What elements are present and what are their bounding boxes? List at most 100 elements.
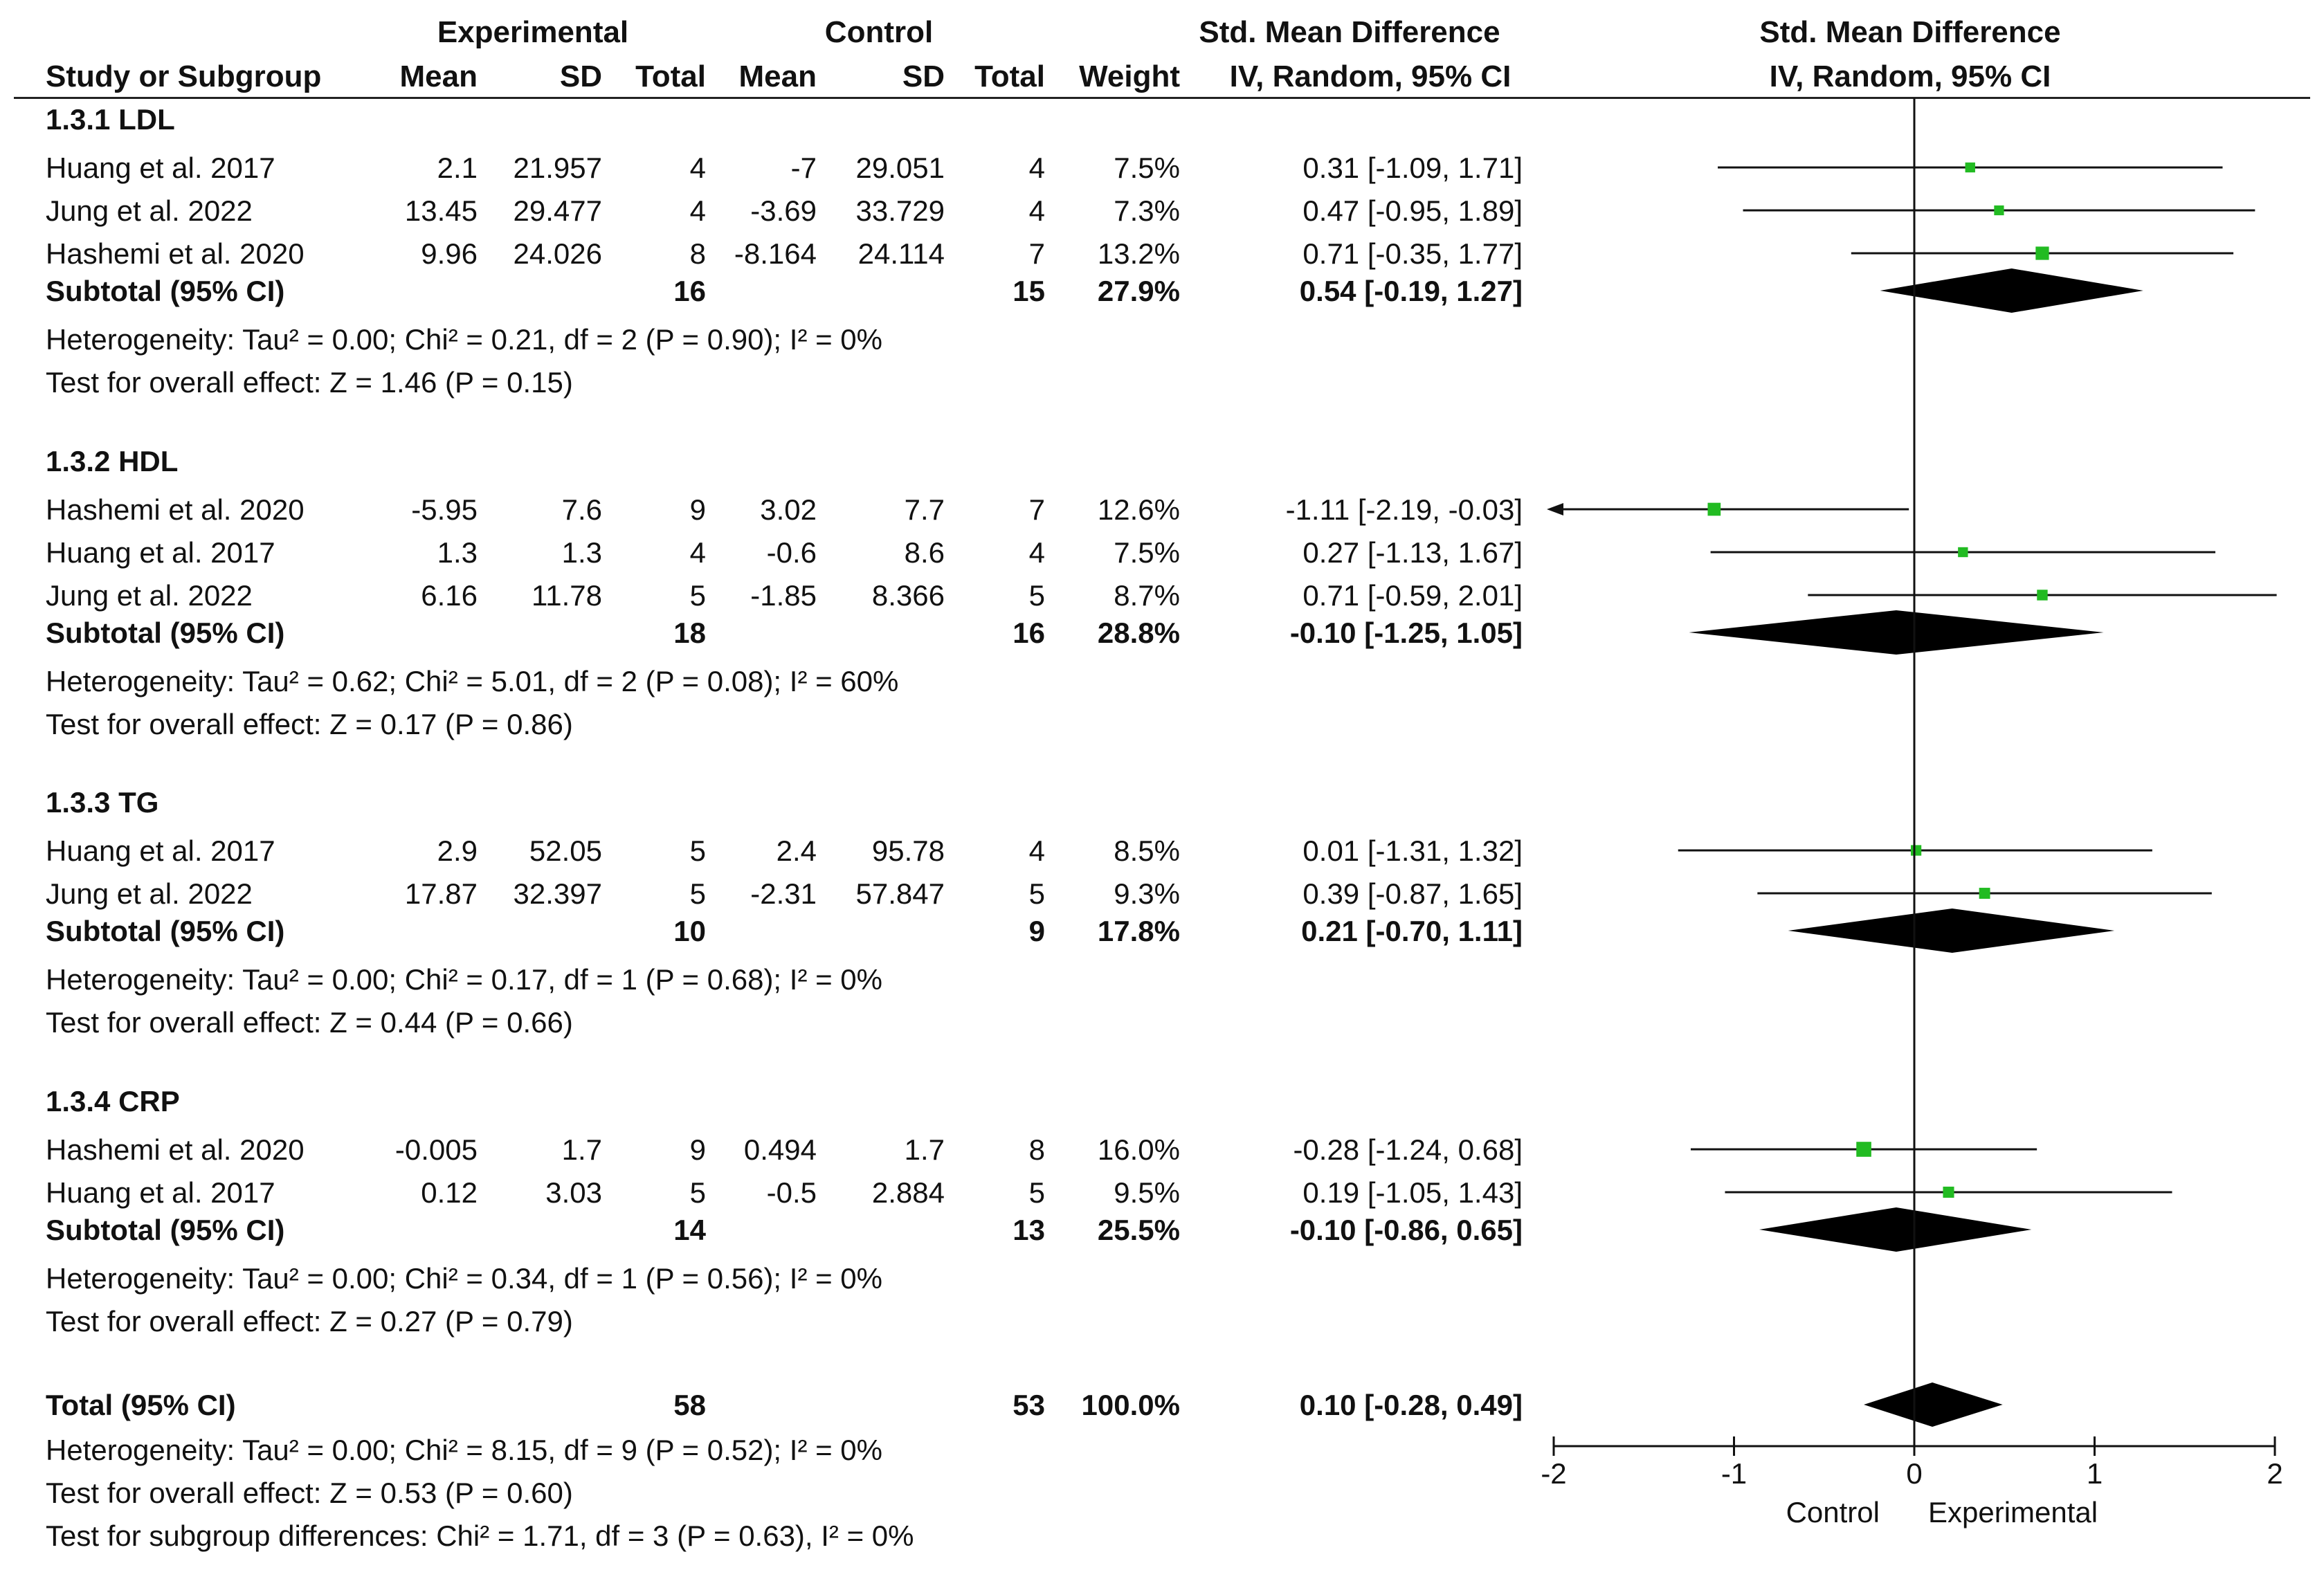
study-sd2: 24.114 xyxy=(857,237,945,270)
study-weight: 8.7% xyxy=(1114,579,1180,612)
study-mean1: 6.16 xyxy=(421,579,478,612)
x-tick-label: 2 xyxy=(2267,1457,2282,1490)
study-sd1: 52.05 xyxy=(529,834,602,867)
study-weight: 8.5% xyxy=(1114,834,1180,867)
subtotal-ci: -0.10 [-1.25, 1.05] xyxy=(1289,617,1523,649)
x-tick-label: 0 xyxy=(1906,1457,1922,1490)
study-sd1: 11.78 xyxy=(532,579,602,612)
study-mean2: -1.85 xyxy=(750,579,817,612)
subtotal-label: Subtotal (95% CI) xyxy=(46,275,285,307)
study-n1: 5 xyxy=(689,834,706,867)
study-mean1: -5.95 xyxy=(411,493,478,526)
total-n1: 58 xyxy=(673,1389,706,1421)
study-name: Huang et al. 2017 xyxy=(46,834,275,867)
subtotal-diamond xyxy=(1689,610,2104,655)
study-ci-text: 0.31 [-1.09, 1.71] xyxy=(1302,152,1523,184)
subtotal-weight: 17.8% xyxy=(1097,915,1180,947)
header-weight: Weight xyxy=(1079,60,1180,93)
subtotal-weight: 28.8% xyxy=(1097,617,1180,649)
header-group-experimental: Experimental xyxy=(437,15,629,49)
study-name: Huang et al. 2017 xyxy=(46,152,275,184)
subtotal-diamond xyxy=(1880,268,2143,313)
study-ci-text: 0.71 [-0.59, 2.01] xyxy=(1302,579,1523,612)
total-n2: 53 xyxy=(1013,1389,1045,1421)
study-n2: 5 xyxy=(1028,877,1045,910)
study-mean1: 0.12 xyxy=(421,1176,478,1209)
study-point xyxy=(1943,1186,1954,1198)
study-sd2: 57.847 xyxy=(855,877,945,910)
subtotal-n2: 15 xyxy=(1013,275,1045,307)
study-point xyxy=(1965,162,1975,173)
study-ci-text: -0.28 [-1.24, 0.68] xyxy=(1293,1133,1523,1166)
header-total-ctrl: Total xyxy=(974,60,1045,93)
study-n1: 5 xyxy=(689,877,706,910)
favours-left-label: Control xyxy=(1786,1496,1880,1528)
study-n1: 8 xyxy=(689,237,706,270)
study-sd1: 7.6 xyxy=(561,493,602,526)
header-effect-column: Std. Mean Difference xyxy=(1199,15,1500,49)
study-n2: 7 xyxy=(1028,237,1045,270)
study-name: Jung et al. 2022 xyxy=(46,579,253,612)
study-mean1: 1.3 xyxy=(437,536,478,569)
header-total-exp: Total xyxy=(635,60,706,93)
study-mean1: 9.96 xyxy=(421,237,478,270)
study-n2: 7 xyxy=(1028,493,1045,526)
study-name: Jung et al. 2022 xyxy=(46,877,253,910)
study-n1: 5 xyxy=(689,1176,706,1209)
study-name: Hashemi et al. 2020 xyxy=(46,1133,305,1166)
ci-arrow xyxy=(1547,503,1563,515)
subtotal-diamond xyxy=(1788,909,2115,953)
study-ci-text: 0.39 [-0.87, 1.65] xyxy=(1302,877,1523,910)
subtotal-ci: -0.10 [-0.86, 0.65] xyxy=(1289,1214,1523,1246)
study-n1: 5 xyxy=(689,579,706,612)
study-point xyxy=(1856,1142,1871,1157)
subtotal-ci: 0.54 [-0.19, 1.27] xyxy=(1299,275,1523,307)
study-sd1: 24.026 xyxy=(513,237,602,270)
total-label: Total (95% CI) xyxy=(46,1389,236,1421)
total-weight: 100.0% xyxy=(1081,1389,1180,1421)
study-point xyxy=(1910,845,1922,856)
subtotal-label: Subtotal (95% CI) xyxy=(46,1214,285,1246)
study-mean2: -0.5 xyxy=(766,1176,817,1209)
study-weight: 13.2% xyxy=(1097,237,1180,270)
study-weight: 16.0% xyxy=(1097,1133,1180,1166)
study-mean1: 17.87 xyxy=(404,877,478,910)
header-mean-ctrl: Mean xyxy=(738,60,817,93)
subtotal-n1: 18 xyxy=(673,617,706,649)
study-name: Huang et al. 2017 xyxy=(46,536,275,569)
study-weight: 7.5% xyxy=(1114,152,1180,184)
study-n2: 4 xyxy=(1028,152,1045,184)
study-n1: 9 xyxy=(689,493,706,526)
total-heterogeneity-text: Heterogeneity: Tau² = 0.00; Chi² = 8.15,… xyxy=(46,1434,882,1466)
study-mean2: -7 xyxy=(790,152,817,184)
study-sd1: 29.477 xyxy=(513,194,602,227)
study-mean1: -0.005 xyxy=(394,1133,478,1166)
study-name: Hashemi et al. 2020 xyxy=(46,493,305,526)
study-sd2: 33.729 xyxy=(855,194,945,227)
study-n1: 9 xyxy=(689,1133,706,1166)
subgroup-differences-text: Test for subgroup differences: Chi² = 1.… xyxy=(46,1519,914,1552)
subtotal-diamond xyxy=(1759,1207,2032,1252)
study-point xyxy=(2037,590,2048,601)
heterogeneity-text: Heterogeneity: Tau² = 0.00; Chi² = 0.21,… xyxy=(46,323,882,356)
subtotal-n2: 16 xyxy=(1013,617,1045,649)
study-weight: 7.3% xyxy=(1114,194,1180,227)
header-study: Study or Subgroup xyxy=(46,60,322,93)
subgroup-title: 1.3.2 HDL xyxy=(46,445,179,477)
study-n2: 4 xyxy=(1028,834,1045,867)
study-mean2: 3.02 xyxy=(760,493,817,526)
x-tick-label: -2 xyxy=(1541,1457,1566,1490)
heterogeneity-text: Heterogeneity: Tau² = 0.00; Chi² = 0.34,… xyxy=(46,1262,882,1295)
favours-right-label: Experimental xyxy=(1928,1496,2098,1528)
study-n2: 4 xyxy=(1028,536,1045,569)
study-sd2: 1.7 xyxy=(904,1133,945,1166)
study-mean2: 2.4 xyxy=(776,834,817,867)
subtotal-n1: 14 xyxy=(673,1214,706,1246)
study-point xyxy=(1958,547,1968,558)
header-effect-plot: Std. Mean Difference xyxy=(1759,15,2061,49)
total-diamond xyxy=(1864,1382,2003,1427)
study-mean1: 13.45 xyxy=(404,194,478,227)
study-n2: 8 xyxy=(1028,1133,1045,1166)
subtotal-weight: 25.5% xyxy=(1097,1214,1180,1246)
